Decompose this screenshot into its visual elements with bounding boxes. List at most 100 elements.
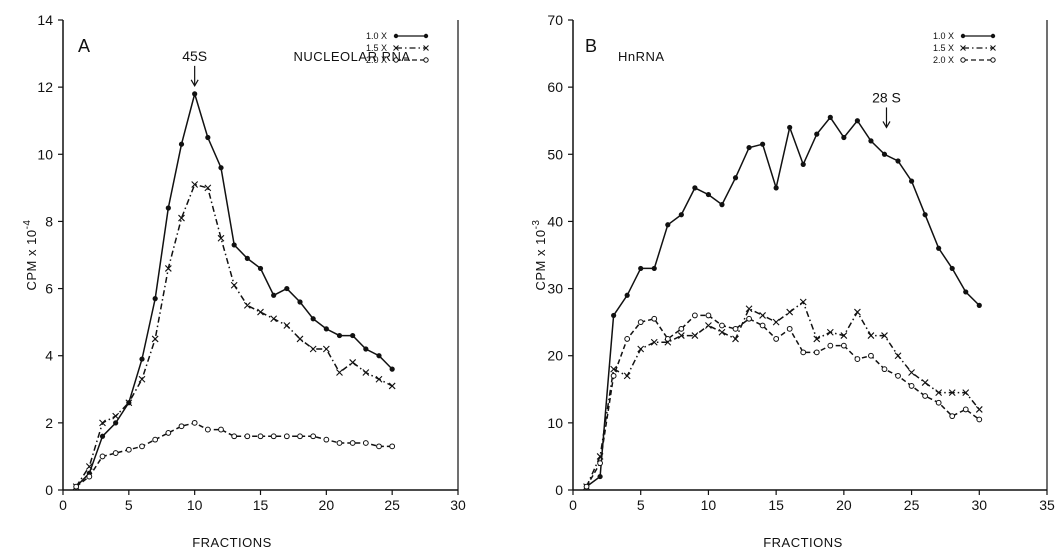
data-point — [759, 322, 766, 329]
legend-marker — [960, 45, 966, 51]
data-point — [388, 382, 396, 390]
data-point — [297, 433, 303, 440]
data-point — [191, 419, 198, 426]
data-point — [113, 420, 119, 426]
data-point — [868, 138, 874, 144]
y-tick-label: 20 — [547, 348, 563, 364]
data-point — [138, 375, 146, 383]
data-point — [349, 359, 357, 366]
data-point — [827, 342, 834, 349]
data-point — [85, 463, 93, 470]
data-point — [152, 296, 158, 302]
x-tick-label: 15 — [768, 497, 784, 513]
data-point — [218, 165, 224, 171]
y-tick-label: 40 — [547, 213, 563, 229]
data-point — [376, 353, 382, 359]
y-tick-label: 70 — [547, 12, 563, 28]
data-point — [376, 443, 382, 450]
data-point — [611, 312, 617, 319]
data-point — [297, 299, 303, 305]
data-point — [257, 433, 264, 440]
legend-marker — [960, 33, 966, 39]
data-point — [230, 281, 238, 289]
data-point — [719, 322, 725, 329]
annotation-label: 45S — [182, 48, 207, 64]
data-point — [362, 369, 370, 376]
data-point — [283, 322, 291, 329]
x-tick-label: 25 — [384, 497, 400, 513]
data-point — [976, 302, 982, 308]
data-point — [323, 326, 329, 332]
series-0 — [73, 91, 395, 490]
data-point — [908, 369, 915, 376]
data-point — [826, 328, 834, 336]
legend-marker — [990, 33, 996, 39]
data-point — [786, 308, 794, 316]
y-tick-label: 8 — [45, 213, 53, 229]
data-point — [773, 336, 780, 342]
x-tick-label: 35 — [1039, 497, 1055, 513]
data-point — [323, 436, 330, 443]
data-point — [760, 141, 766, 147]
series-2 — [73, 419, 396, 490]
data-point — [800, 161, 806, 167]
panel-letter: B — [585, 36, 597, 56]
data-point — [922, 393, 929, 399]
data-point — [921, 379, 929, 386]
data-point — [322, 345, 330, 353]
x-tick-label: 30 — [971, 497, 987, 513]
data-point — [112, 450, 119, 456]
legend-marker — [423, 57, 429, 63]
legend-marker — [990, 57, 996, 63]
y-tick-label: 14 — [37, 12, 53, 28]
data-point — [243, 301, 251, 309]
data-point — [814, 131, 820, 137]
data-point — [244, 433, 251, 440]
panel-b: 0 10 20 30 40 50 60 70 0 5 10 15 20 25 30 35 FRACTIONS CP… — [531, 12, 1055, 550]
series-2 — [583, 312, 983, 490]
data-point — [283, 433, 290, 440]
y-tick-label: 10 — [547, 415, 563, 431]
annotation-label: 28 S — [872, 89, 901, 105]
panel-title: NUCLEOLAR RNA — [293, 49, 410, 64]
data-point — [854, 118, 861, 124]
data-point — [827, 114, 833, 120]
y-tick-label: 0 — [45, 482, 53, 498]
data-point — [363, 346, 369, 352]
series-line — [75, 91, 393, 488]
data-point — [692, 185, 698, 191]
data-point — [624, 292, 630, 298]
data-point — [800, 349, 807, 356]
legend-label: 1.0 X — [366, 31, 387, 41]
data-point — [813, 335, 821, 343]
data-point — [310, 433, 317, 440]
data-point — [284, 285, 290, 292]
data-point — [665, 222, 671, 228]
data-point — [773, 185, 779, 191]
series-1 — [583, 298, 983, 491]
data-point — [948, 389, 956, 397]
data-point — [125, 399, 133, 407]
data-point — [73, 483, 80, 490]
data-point — [651, 265, 657, 272]
data-point — [840, 332, 848, 339]
data-point — [244, 255, 250, 261]
legend-marker — [393, 45, 399, 51]
data-point — [139, 443, 145, 450]
legend-label: 1.0 X — [933, 31, 954, 41]
data-point — [178, 141, 185, 147]
data-point — [759, 312, 766, 319]
data-point — [868, 352, 874, 359]
panel-a: 0 2 4 6 8 10 12 14 0 5 10 15 20 25 30 FRACTIONS CPM x 10… — [22, 12, 466, 550]
data-point — [867, 332, 875, 339]
series-line — [586, 116, 980, 488]
x-tick-label: 15 — [253, 497, 269, 513]
data-point — [349, 440, 356, 446]
data-point — [719, 202, 725, 208]
data-point — [610, 372, 617, 379]
data-point — [583, 483, 590, 490]
data-point — [772, 318, 780, 326]
y-axis-title: CPM x 10-3 — [531, 220, 548, 291]
x-tick-label: 20 — [319, 497, 335, 513]
